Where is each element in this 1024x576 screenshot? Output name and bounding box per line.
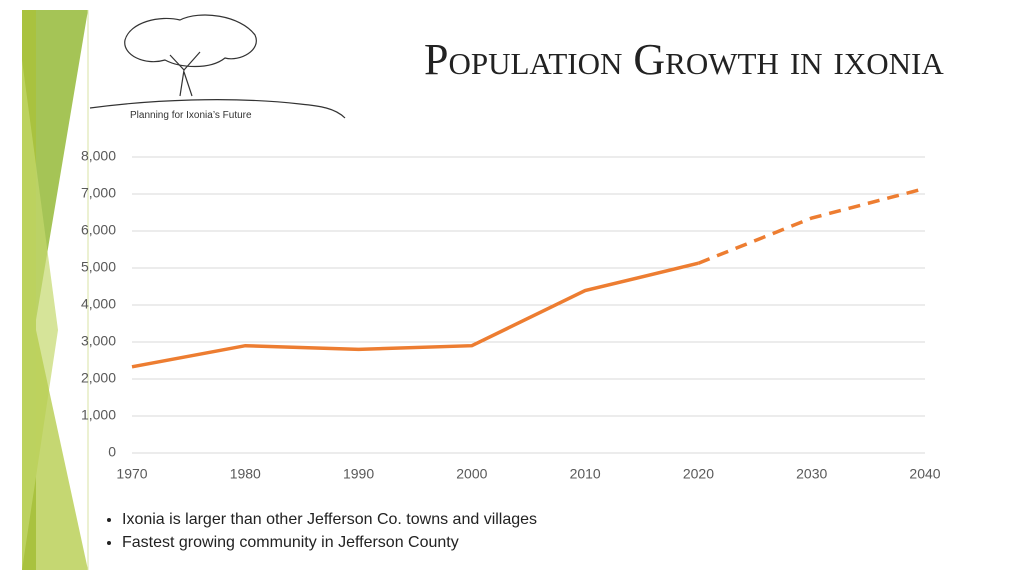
bullet-list: Ixonia is larger than other Jefferson Co… <box>100 508 537 554</box>
y-tick-label: 5,000 <box>81 259 116 275</box>
logo-caption: Planning for Ixonia’s Future <box>130 110 252 121</box>
x-tick-label: 2030 <box>796 466 827 482</box>
bullet: Fastest growing community in Jefferson C… <box>122 531 537 554</box>
data-line <box>697 186 926 265</box>
y-tick-label: 2,000 <box>81 370 116 386</box>
y-tick-label: 4,000 <box>81 296 116 312</box>
x-tick-label: 2040 <box>909 466 940 482</box>
decoration <box>22 10 89 570</box>
y-tick-label: 1,000 <box>81 407 116 423</box>
x-tick-label: 1990 <box>343 466 374 482</box>
x-tick-label: 1980 <box>230 466 261 482</box>
y-tick-label: 8,000 <box>81 148 116 164</box>
x-tick-label: 2010 <box>570 466 601 482</box>
y-tick-label: 0 <box>108 444 116 460</box>
slide-title: Population Growth in ixonia <box>424 35 944 84</box>
y-tick-label: 6,000 <box>81 222 116 238</box>
bullet: Ixonia is larger than other Jefferson Co… <box>122 508 537 531</box>
x-tick-label: 2020 <box>683 466 714 482</box>
y-tick-label: 7,000 <box>81 185 116 201</box>
data-line <box>131 261 699 369</box>
logo <box>89 14 346 119</box>
x-tick-label: 1970 <box>116 466 147 482</box>
x-tick-label: 2000 <box>456 466 487 482</box>
y-tick-label: 3,000 <box>81 333 116 349</box>
